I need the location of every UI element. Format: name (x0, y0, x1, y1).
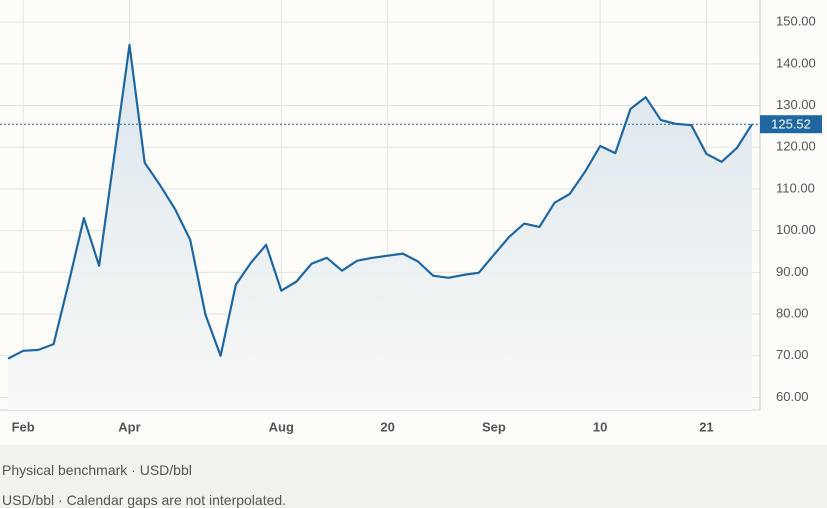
last-value-box (760, 115, 822, 134)
y-tick-label: 90.00 (776, 264, 809, 279)
x-tick-label: Feb (12, 419, 35, 434)
last-value-label: 125.52 (771, 117, 811, 132)
x-tick-label: 21 (699, 419, 713, 434)
line (7, 43, 753, 360)
y-tick-label: 80.00 (776, 306, 809, 321)
caption: Physical benchmark · USD/bbl (2, 462, 192, 478)
y-tick-label: 140.00 (776, 55, 816, 70)
note: USD/bbl · Calendar gaps are not interpol… (2, 492, 287, 508)
y-tick-label: 120.00 (776, 139, 816, 154)
x-tick-label: 10 (593, 419, 607, 434)
x-tick-label: Aug (269, 419, 294, 434)
y-tick-label: 150.00 (776, 14, 816, 29)
x-tick-label: 20 (380, 419, 394, 434)
area (8, 45, 752, 410)
y-tick-label: 60.00 (776, 389, 809, 404)
chart: 60.00 70.00 80.00 90.00 100.00 110.00 120.00 13… (0, 0, 827, 445)
x-tick-label: Apr (118, 419, 140, 434)
y-tick-label: 70.00 (776, 347, 809, 362)
y-tick-label: 100.00 (776, 222, 816, 237)
y-tick-label: 110.00 (776, 180, 815, 195)
y-tick-label: 130.00 (776, 97, 816, 112)
x-tick-label: Sep (482, 419, 506, 434)
